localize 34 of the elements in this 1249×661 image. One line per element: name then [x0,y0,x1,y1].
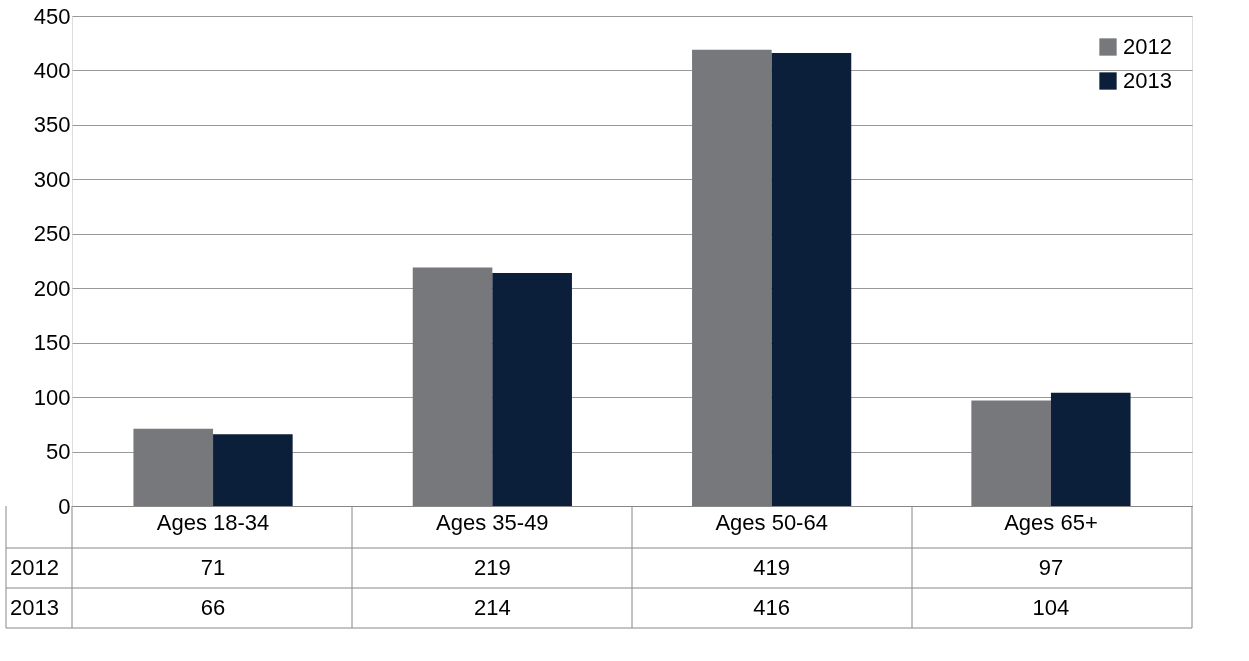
data-label: 214 [473,595,511,620]
bar [1050,392,1131,506]
data-label: 97 [1038,555,1064,580]
data-label: 104 [1032,595,1070,620]
y-tick-label: 0 [58,493,71,519]
x-tick-label: Ages 18-34 [156,509,270,535]
bar [133,428,214,506]
x-tick-label: Ages 50-64 [715,509,828,535]
x-tick-label: Ages 35-49 [436,509,549,535]
bar [971,400,1051,506]
data-label: 419 [753,555,791,580]
data-label: 66 [200,595,226,620]
bar [771,53,852,506]
bar [213,434,293,506]
y-tick-label: 300 [33,166,71,192]
y-tick-label: 350 [33,112,71,138]
y-tick-label: 250 [33,221,71,247]
data-label: 71 [200,555,226,580]
legend-label: 2013 [1123,68,1172,93]
text: 2013 [10,595,59,620]
y-tick-label: 150 [33,330,71,356]
y-tick-label: 200 [33,275,71,301]
x-tick-label: Ages 65+ [1004,509,1098,535]
bar [492,272,572,506]
text: 2012 [10,555,59,580]
bar [692,49,772,506]
data-label: 219 [473,555,511,580]
legend-label: 2012 [1123,34,1172,59]
y-tick-label: 450 [33,3,71,29]
bar [412,267,493,506]
data-label: 416 [753,595,791,620]
y-tick-label: 50 [46,439,71,465]
y-tick-label: 400 [33,57,71,83]
y-tick-label: 100 [33,384,71,410]
